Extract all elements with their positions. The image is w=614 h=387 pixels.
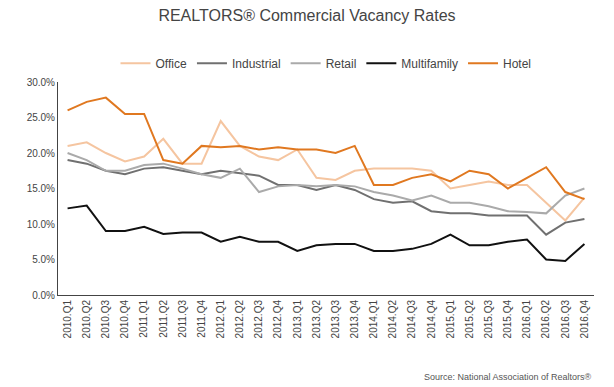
- svg-text:2012.Q4: 2012.Q4: [272, 300, 283, 339]
- svg-text:2016.Q3: 2016.Q3: [560, 300, 571, 339]
- svg-text:2013.Q3: 2013.Q3: [330, 300, 341, 339]
- svg-text:30.0%: 30.0%: [27, 77, 55, 88]
- svg-text:2010.Q1: 2010.Q1: [62, 300, 73, 339]
- svg-text:2012.Q1: 2012.Q1: [215, 300, 226, 339]
- svg-text:Hotel: Hotel: [503, 57, 531, 71]
- svg-text:2014.Q4: 2014.Q4: [426, 300, 437, 339]
- svg-text:2013.Q1: 2013.Q1: [292, 300, 303, 339]
- svg-text:2011.Q3: 2011.Q3: [177, 300, 188, 338]
- svg-text:Industrial: Industrial: [232, 57, 281, 71]
- svg-text:2014.Q1: 2014.Q1: [368, 300, 379, 339]
- svg-text:2011.Q2: 2011.Q2: [158, 300, 169, 338]
- svg-text:2015.Q4: 2015.Q4: [502, 300, 513, 339]
- svg-text:2012.Q3: 2012.Q3: [253, 300, 264, 339]
- svg-text:2015.Q2: 2015.Q2: [464, 300, 475, 339]
- svg-text:Office: Office: [156, 57, 187, 71]
- svg-text:Retail: Retail: [326, 57, 357, 71]
- svg-text:2013.Q2: 2013.Q2: [311, 300, 322, 339]
- svg-text:REALTORS® Commercial Vacancy R: REALTORS® Commercial Vacancy Rates: [158, 7, 455, 24]
- svg-text:5.0%: 5.0%: [32, 254, 55, 265]
- svg-text:2016.Q2: 2016.Q2: [540, 300, 551, 339]
- svg-text:20.0%: 20.0%: [27, 148, 55, 159]
- svg-text:2014.Q3: 2014.Q3: [406, 300, 417, 339]
- svg-text:2011.Q4: 2011.Q4: [196, 300, 207, 338]
- svg-text:0.0%: 0.0%: [32, 290, 55, 301]
- svg-text:Source: National Association o: Source: National Association of Realtors…: [424, 372, 592, 382]
- svg-text:2015.Q3: 2015.Q3: [483, 300, 494, 339]
- svg-text:2011.Q1: 2011.Q1: [138, 300, 149, 338]
- svg-text:2013.Q4: 2013.Q4: [349, 300, 360, 339]
- svg-text:2010.Q4: 2010.Q4: [119, 300, 130, 339]
- svg-text:2014.Q2: 2014.Q2: [387, 300, 398, 339]
- svg-text:2016.Q1: 2016.Q1: [521, 300, 532, 339]
- svg-text:2012.Q2: 2012.Q2: [234, 300, 245, 339]
- svg-text:Multifamily: Multifamily: [401, 57, 458, 71]
- svg-text:2016.Q4: 2016.Q4: [579, 300, 590, 339]
- svg-text:2010.Q2: 2010.Q2: [81, 300, 92, 339]
- svg-text:2015.Q1: 2015.Q1: [445, 300, 456, 339]
- svg-text:10.0%: 10.0%: [27, 219, 55, 230]
- svg-text:15.0%: 15.0%: [27, 183, 55, 194]
- svg-text:2010.Q3: 2010.Q3: [100, 300, 111, 339]
- svg-text:25.0%: 25.0%: [27, 112, 55, 123]
